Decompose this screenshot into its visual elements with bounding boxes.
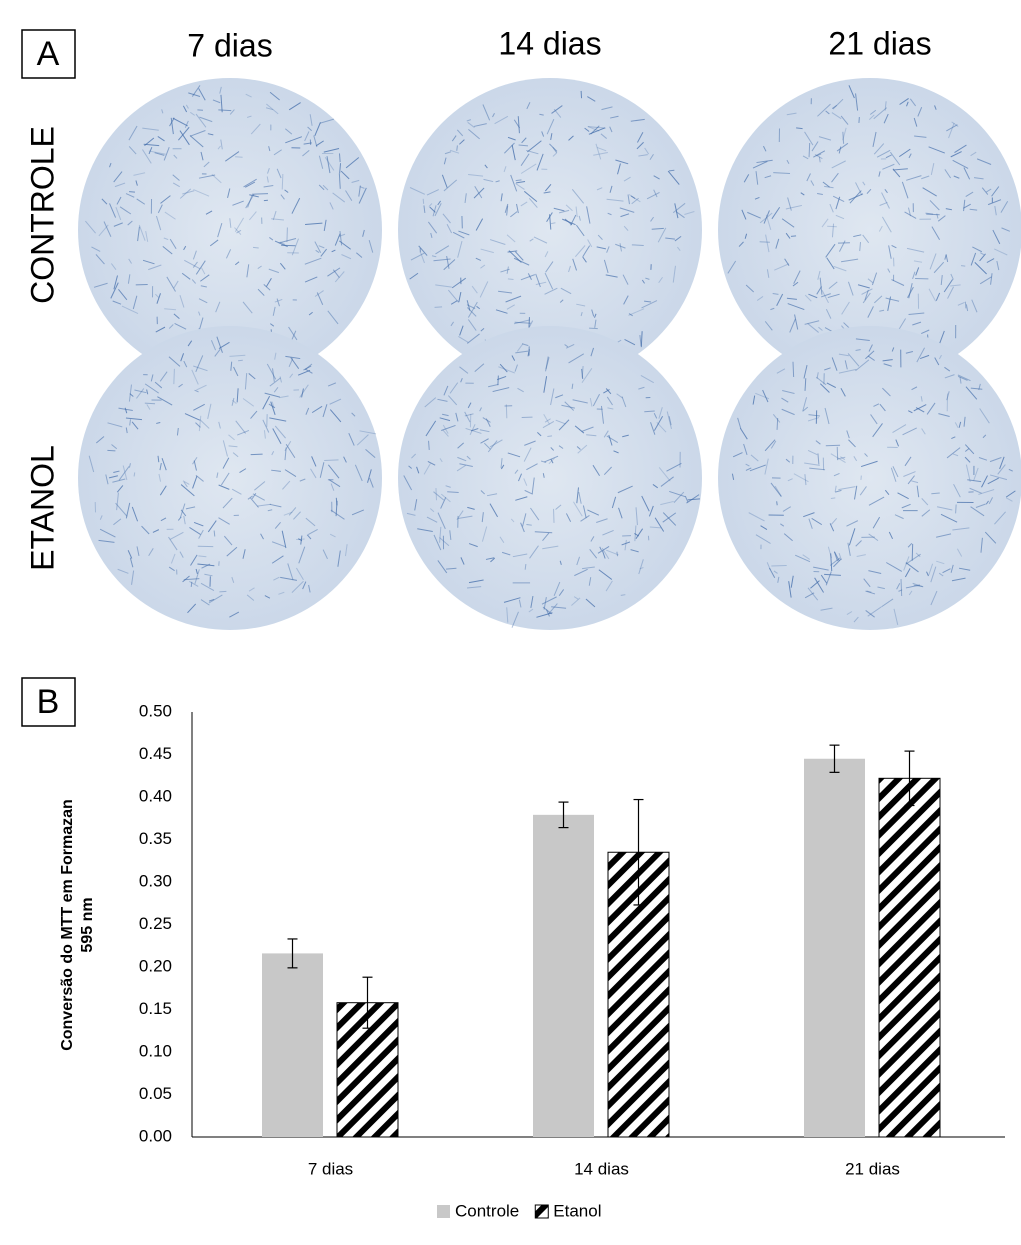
cell-fiber [926, 214, 939, 215]
column-label: 21 dias [828, 25, 931, 61]
legend-label: Controle [455, 1201, 519, 1220]
figure: A 7 dias 14 dias 21 dias CONTROLE ETANOL… [0, 0, 1021, 1245]
cell-fiber [632, 245, 644, 246]
cell-fiber [251, 454, 263, 455]
cell-fiber [791, 236, 796, 237]
panel-label: B [37, 683, 60, 721]
micrograph [398, 326, 702, 630]
x-tick-label: 14 dias [574, 1159, 629, 1178]
cell-fiber [526, 524, 531, 525]
row-label: CONTROLE [24, 126, 60, 304]
cell-fiber [826, 445, 840, 446]
cell-fiber [669, 170, 674, 171]
cell-fiber [174, 369, 175, 384]
micrographs [78, 78, 1021, 630]
cell-fiber [339, 153, 340, 162]
cell-fiber [777, 501, 778, 505]
cell-fiber [214, 531, 215, 537]
cell-fiber [956, 505, 957, 514]
cell-fiber [771, 565, 786, 566]
cell-fiber [901, 579, 902, 596]
y-axis-label: 595 nm [79, 897, 96, 952]
y-tick-label: 0.05 [139, 1084, 172, 1103]
cell-fiber [436, 488, 437, 500]
micrograph [718, 326, 1021, 630]
cell-fiber [547, 436, 552, 437]
cell-fiber [457, 145, 458, 150]
y-tick-label: 0.25 [139, 914, 172, 933]
cell-fiber [253, 247, 259, 248]
y-tick-label: 0.20 [139, 956, 172, 975]
bar [879, 778, 940, 1137]
cell-fiber [796, 128, 802, 129]
y-tick-label: 0.15 [139, 999, 172, 1018]
cell-fiber [282, 174, 283, 189]
cell-fiber [134, 472, 135, 476]
cell-fiber [238, 360, 243, 361]
x-tick-label: 7 dias [308, 1159, 353, 1178]
bar [533, 815, 594, 1137]
cell-fiber [831, 498, 835, 499]
column-label: 14 dias [498, 25, 601, 61]
y-tick-label: 0.50 [139, 701, 172, 720]
legend-label: Etanol [553, 1201, 601, 1220]
cell-fiber [508, 279, 514, 280]
cell-fiber [252, 194, 268, 195]
cell-fiber [324, 460, 338, 461]
y-tick-label: 0.10 [139, 1041, 172, 1060]
bar [262, 953, 323, 1137]
row-label: ETANOL [24, 445, 60, 571]
y-tick-label: 0.45 [139, 744, 172, 763]
cell-fiber [809, 143, 810, 157]
micrograph [78, 326, 382, 630]
y-tick-label: 0.30 [139, 871, 172, 890]
panel-label: A [37, 35, 60, 73]
column-label: 7 dias [187, 27, 272, 63]
cell-fiber [429, 441, 430, 450]
cell-fiber [793, 362, 794, 377]
cell-fiber [107, 450, 115, 451]
legend-swatch [437, 1205, 450, 1218]
bar [804, 759, 865, 1137]
y-tick-label: 0.00 [139, 1126, 172, 1145]
cell-fiber [589, 328, 598, 329]
cell-fiber [145, 403, 155, 404]
x-tick-label: 21 dias [845, 1159, 900, 1178]
y-tick-label: 0.35 [139, 829, 172, 848]
cell-fiber [621, 595, 626, 596]
legend-swatch [535, 1205, 548, 1218]
y-axis-label: Conversão do MTT em Formazan [59, 799, 76, 1051]
y-tick-label: 0.40 [139, 786, 172, 805]
